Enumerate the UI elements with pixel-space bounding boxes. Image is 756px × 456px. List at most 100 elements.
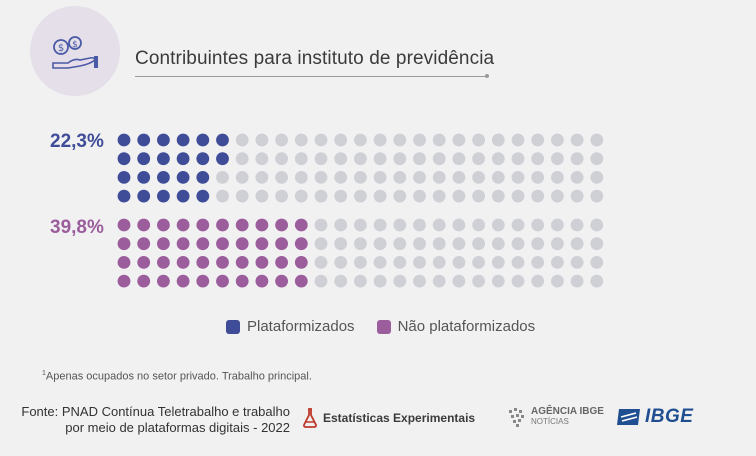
waffle-dot-empty [334,256,348,269]
legend-swatch [376,319,391,334]
waffle-dot-empty [590,274,604,288]
svg-text:$: $ [58,43,64,54]
waffle-dot-empty [491,256,505,269]
waffle-dot-filled [255,218,269,232]
waffle-dot-empty [590,133,604,147]
agencia-ibge-mark-icon [509,408,524,427]
waffle-dot-filled [235,274,249,288]
waffle-dot-empty [393,152,407,166]
waffle-dot-filled [275,237,288,251]
footnote-mark: 1 [42,370,46,377]
waffle-dot-filled [157,189,170,203]
waffle-dot-empty [472,171,485,184]
waffle-dot-empty [235,152,249,166]
waffle-dot-filled [196,189,210,203]
waffle-grid-plataformizados [117,133,604,203]
waffle-dot-empty [255,171,269,184]
waffle-dot-empty [452,189,466,203]
waffle-dot-filled [117,218,131,232]
waffle-dot-filled [176,218,190,232]
waffle-dot-empty [334,237,348,251]
waffle-dot-empty [570,189,584,203]
waffle-dot-empty [472,256,485,269]
waffle-dot-empty [294,189,308,203]
waffle-dot-empty [432,256,446,269]
waffle-grid-nao-plataformizados [117,218,604,288]
waffle-dot-empty [373,237,387,251]
waffle-dot-empty [472,152,485,166]
waffle-dot-empty [531,133,545,147]
waffle-dot-empty [334,133,348,147]
waffle-dot-empty [472,189,485,203]
waffle-dot-empty [491,237,505,251]
waffle-dot-empty [294,152,308,166]
ibge-wordmark: IBGE [645,406,694,427]
waffle-dot-empty [314,274,328,288]
flask-icon [303,408,317,428]
waffle-dot-filled [157,274,170,288]
waffle-dot-empty [334,171,348,184]
waffle-dot-filled [235,237,249,251]
waffle-dot-empty [570,237,584,251]
waffle-dot-empty [551,256,564,269]
waffle-dot-empty [452,237,466,251]
waffle-dot-filled [117,256,131,269]
waffle-dot-filled [176,171,190,184]
pct-label-plataformizados: 22,3% [50,131,104,152]
waffle-dot-empty [432,171,446,184]
waffle-dot-filled [117,189,131,203]
waffle-dot-filled [157,152,170,166]
waffle-dot-empty [314,171,328,184]
waffle-dot-empty [472,133,485,147]
waffle-dot-empty [590,152,604,166]
waffle-dot-empty [432,152,446,166]
chart-legend: Plataformizados Não plataformizados [226,318,557,335]
waffle-dot-empty [393,237,407,251]
waffle-dot-empty [452,133,466,147]
waffle-dot-filled [137,133,151,147]
waffle-dot-empty [314,256,328,269]
chart-title: Contribuintes para instituto de previdên… [135,48,495,69]
waffle-dot-filled [216,237,229,251]
waffle-dot-empty [590,189,604,203]
waffle-dot-empty [413,189,426,203]
waffle-dot-empty [551,218,564,232]
waffle-dot-filled [255,274,269,288]
waffle-dot-filled [196,237,210,251]
waffle-dot-empty [255,133,269,147]
waffle-dot-empty [255,152,269,166]
waffle-dot-empty [413,133,426,147]
waffle-dot-filled [176,274,190,288]
waffle-dot-empty [235,189,249,203]
title-divider [135,74,489,78]
agencia-ibge-logo: AGÊNCIA IBGE NOTÍCIAS [508,407,604,427]
waffle-dot-empty [334,152,348,166]
waffle-dot-filled [157,218,170,232]
legend-item-nao-plataformizados: Não plataformizados [376,318,536,335]
waffle-dot-empty [472,237,485,251]
waffle-dot-empty [275,189,288,203]
waffle-dot-empty [511,256,525,269]
waffle-dot-filled [275,218,288,232]
waffle-dot-empty [491,171,505,184]
waffle-dot-empty [354,171,367,184]
waffle-dot-empty [452,171,466,184]
waffle-dot-empty [570,274,584,288]
waffle-dot-empty [511,237,525,251]
waffle-dot-filled [117,171,131,184]
waffle-dot-empty [354,218,367,232]
waffle-dot-filled [196,171,210,184]
waffle-dot-empty [413,152,426,166]
waffle-dot-filled [137,274,151,288]
waffle-dot-empty [570,152,584,166]
waffle-dot-filled [255,237,269,251]
waffle-dot-empty [452,152,466,166]
waffle-dot-empty [531,171,545,184]
waffle-dot-empty [531,237,545,251]
pct-label-nao-plataformizados: 39,8% [50,217,104,238]
footnote: 1Apenas ocupados no setor privado. Traba… [42,370,312,383]
waffle-dot-empty [373,189,387,203]
waffle-dot-empty [590,237,604,251]
noticias-label: NOTÍCIAS [531,417,569,426]
legend-label: Não plataformizados [397,318,536,335]
